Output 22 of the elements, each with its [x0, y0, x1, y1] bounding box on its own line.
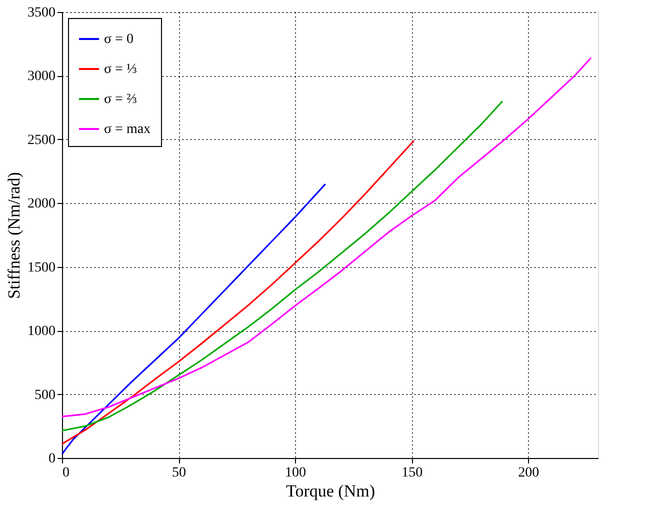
legend-label: σ = ⅔ — [104, 92, 137, 107]
x-tick-label: 100 — [285, 466, 306, 480]
legend-label: σ = ⅓ — [104, 62, 137, 77]
x-tick-label: 50 — [172, 466, 186, 480]
line-series — [61, 140, 415, 445]
x-tick-label: 150 — [402, 466, 423, 480]
y-tick-label: 0 — [48, 452, 56, 466]
legend-label: σ = 0 — [104, 32, 134, 47]
y-tick-label: 2000 — [28, 196, 56, 212]
y-tick-label: 3000 — [28, 69, 56, 84]
legend-label: σ = max — [104, 122, 151, 137]
y-axis-title: Stiffness (Nm/rad) — [4, 172, 24, 299]
y-tick-label: 1500 — [28, 260, 56, 276]
x-tick-label: 0 — [62, 466, 70, 480]
y-tick-label: 1000 — [28, 324, 56, 340]
x-axis-title: Torque (Nm) — [286, 482, 375, 500]
y-tick-label: 2500 — [28, 132, 56, 148]
line-series — [61, 57, 592, 418]
y-tick-label: 500 — [34, 388, 56, 403]
y-tick-label: 3500 — [28, 6, 56, 20]
line-series — [61, 183, 326, 455]
x-tick-label: 200 — [518, 466, 540, 480]
